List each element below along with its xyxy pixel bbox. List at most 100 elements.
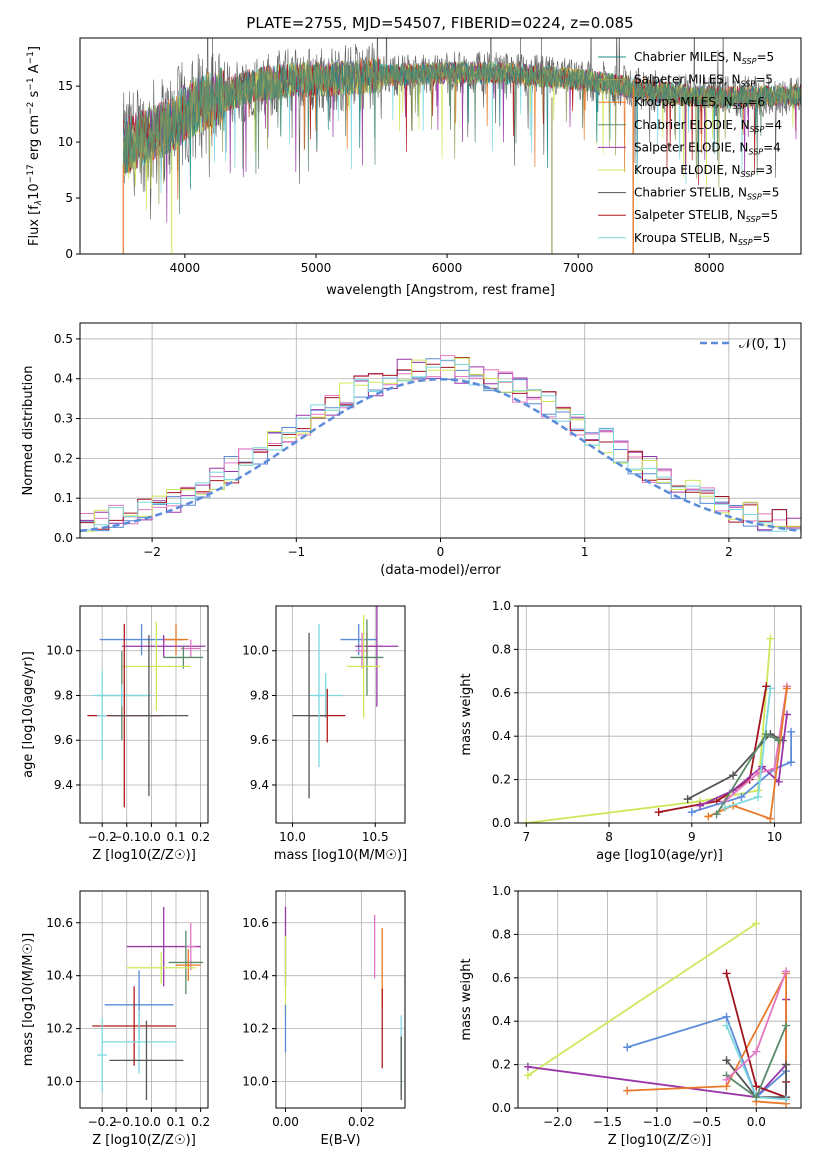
weight-point-marker: [712, 810, 721, 819]
weight-point-marker: [787, 727, 796, 736]
weight-point-marker: [766, 634, 775, 643]
weight-series-5: [724, 686, 788, 802]
weight-point-marker: [752, 1047, 761, 1056]
legend-label-part: Salpeter STELIB, N: [634, 208, 746, 222]
weight-point-marker: [523, 1071, 532, 1080]
y-tick-label: 9.6: [250, 733, 269, 747]
y-tick-label: 0.8: [492, 927, 511, 941]
legend-label-part: =5: [760, 208, 778, 222]
weight-series-5: [725, 1059, 787, 1099]
y-tick-label: 0.4: [492, 729, 511, 743]
errorbar-point: [109, 635, 189, 797]
weight-point-marker: [766, 814, 775, 823]
errorbar-point: [163, 623, 189, 656]
legend-label-part: =5: [753, 231, 771, 245]
y-tick-label: 0.4: [54, 372, 73, 386]
weight-point-marker: [654, 808, 663, 817]
weight-point-marker: [687, 808, 696, 817]
legend-label-part: =3: [755, 163, 773, 177]
weight-point-marker: [720, 803, 729, 812]
y-tick-label: 0.0: [492, 1101, 511, 1115]
y-tick-label: 0.1: [54, 491, 73, 505]
x-axis-label: Z [log10(Z/Z☉)]: [92, 1133, 196, 1148]
spectrum-series-3: [122, 59, 801, 214]
legend-label: Salpeter MILES, NSSP=5: [634, 73, 773, 89]
weight-point-marker: [787, 758, 796, 767]
y-axis-label: mass weight: [459, 958, 474, 1040]
y-tick-label: 10.4: [46, 969, 73, 983]
errorbar-point: [97, 670, 108, 761]
legend-label-part: =5: [755, 73, 773, 87]
legend-label-part: SSP: [741, 80, 756, 89]
x-tick-label: 10.0: [279, 830, 306, 844]
x-tick-label: 0.2: [191, 830, 210, 844]
weight-point-marker: [722, 1021, 731, 1030]
axes-frame: [517, 605, 802, 824]
x-tick-label: −0.2: [88, 1115, 117, 1129]
weight-series-2: [658, 686, 768, 813]
weight-point-marker: [782, 684, 791, 693]
plot-area: [284, 906, 402, 1101]
x-axis-label: (data-model)/error: [380, 563, 501, 578]
weight-series-6: [707, 688, 788, 820]
axes-frame: [517, 890, 802, 1109]
legend-label: Kroupa ELODIE, NSSP=3: [634, 163, 773, 179]
x-axis-label: E(B-V): [320, 1133, 360, 1148]
x-tick-label: 1: [581, 545, 589, 559]
panel-mass_vs_Z: −0.2−0.1 0.0 0.1 0.2 10.0 10.2 10.4 10.6 Z [log1…: [21, 890, 210, 1148]
x-tick-label: −1: [287, 545, 305, 559]
legend-label-part: Chabrier STELIB, N: [634, 186, 747, 200]
weight-point-marker: [774, 736, 783, 745]
errorbar-point: [176, 949, 201, 981]
weight-point-marker: [782, 1060, 791, 1069]
y-tick-label: 5: [65, 191, 73, 205]
x-tick-label: 10: [767, 830, 782, 844]
errorbar-point: [121, 635, 206, 658]
y-axis-label-part: −17: [26, 164, 36, 183]
y-tick-label: 0.6: [492, 686, 511, 700]
x-tick-label: 0.0: [142, 1115, 161, 1129]
y-axis-label: mass weight: [459, 673, 474, 755]
x-tick-label: 9: [688, 830, 696, 844]
errorbar-point: [180, 639, 201, 658]
x-tick-label: 8: [605, 830, 613, 844]
x-tick-label: 0.02: [348, 1115, 375, 1129]
weight-point-marker: [752, 1093, 761, 1102]
y-axis-label: Flux [fλ10−17 erg cm−2 s−1 A−1]: [26, 46, 44, 246]
legend-label: Kroupa STELIB, NSSP=5: [634, 231, 770, 247]
panel-massweight_vs_age: 7 8 9 10 0.0 0.2 0.4 0.6 0.8 1.0 age [log10(age/yr…: [459, 599, 802, 863]
y-tick-label: 10.2: [242, 1022, 269, 1036]
axes-frame: [275, 605, 406, 824]
legend-label: 𝒩(0, 1): [739, 337, 786, 352]
weight-point-marker: [762, 730, 771, 739]
x-tick-label: −0.1: [112, 830, 141, 844]
y-tick-label: 9.6: [54, 733, 73, 747]
weight-point-marker: [722, 1056, 731, 1065]
errorbar-point: [168, 930, 204, 995]
y-axis-label-part: Flux [f: [27, 205, 42, 246]
plot-area: [522, 634, 796, 823]
weight-point-marker: [523, 1062, 532, 1071]
y-tick-label: 10.0: [46, 644, 73, 658]
legend-label: Chabrier STELIB, NSSP=5: [634, 186, 779, 202]
errorbar-point: [292, 632, 326, 799]
y-axis-label-part: ]: [27, 46, 42, 51]
x-tick-label: −0.2: [88, 830, 117, 844]
weight-point-marker: [623, 1086, 632, 1095]
plot-area: [523, 919, 791, 1108]
x-tick-label: 0.1: [166, 830, 185, 844]
x-tick-label: 5000: [301, 261, 332, 275]
legend-label-part: SSP: [750, 125, 765, 134]
x-tick-label: −2: [143, 545, 161, 559]
weight-point-marker: [782, 1021, 791, 1030]
y-axis-label-part: A: [27, 64, 42, 77]
weight-point-marker: [722, 969, 731, 978]
axes-frame: [79, 890, 209, 1109]
x-tick-label: 0: [437, 545, 445, 559]
y-axis-label-part: λ: [34, 200, 44, 206]
plot-area: [87, 621, 206, 808]
legend-label-part: Chabrier MILES, N: [634, 50, 742, 64]
weight-point-marker: [722, 1012, 731, 1021]
weight-point-marker: [752, 919, 761, 928]
